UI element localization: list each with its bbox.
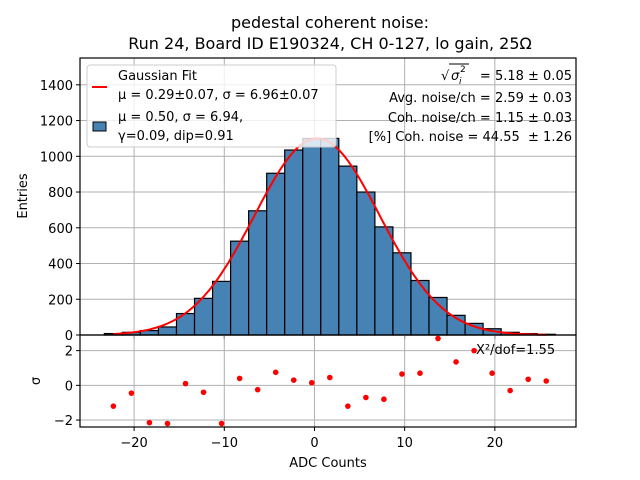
y-tick-label: 800: [48, 186, 73, 201]
residual-point: [489, 370, 495, 376]
residual-x-ticks: −20 −10 0 10 20: [120, 427, 503, 451]
y-tick-label: 400: [48, 258, 73, 273]
histogram-bars: [103, 137, 556, 336]
residual-point: [525, 376, 532, 383]
y-tick-label: −2: [54, 414, 73, 429]
residual-point: [471, 347, 477, 354]
legend-fit-params: μ = 0.29±0.07, σ = 6.96±0.07: [118, 88, 319, 103]
histogram-bar: [248, 210, 268, 336]
y-tick-label: 200: [48, 293, 73, 308]
histogram-bar: [266, 172, 286, 336]
histogram-bar: [410, 279, 430, 336]
y-tick-label: 0: [65, 329, 73, 344]
sqrt-symbol: √: [441, 69, 450, 84]
residual-point: [345, 403, 351, 409]
histogram-bar: [356, 191, 376, 336]
histogram-y-ticks: 0 200 400 600 800 1000 1200 1400: [40, 79, 80, 344]
y-axis-label-entries: Entries: [16, 173, 31, 219]
residual-point: [272, 369, 279, 376]
y-tick-label: 1000: [40, 150, 73, 165]
legend: Gaussian Fit μ = 0.29±0.07, σ = 6.96±0.0…: [86, 64, 337, 148]
noise-annotations: √ σ 2 i = 5.18 ± 0.05 Avg. noise/ch = 2.…: [369, 63, 572, 145]
residual-y-ticks: −2 0 2: [54, 345, 80, 429]
x-tick-label: −20: [120, 436, 147, 451]
residual-point: [128, 390, 135, 396]
residual-point: [200, 389, 207, 396]
x-tick-label: −10: [211, 436, 238, 451]
residual-axes-frame: [79, 334, 577, 428]
y-tick-label: 600: [48, 222, 73, 237]
residual-point: [543, 378, 550, 384]
residual-point: [290, 377, 297, 383]
histogram-bar: [211, 280, 232, 336]
chart-title-line-1: pedestal coherent noise:: [231, 13, 429, 32]
annotation-sigma-value: = 5.18 ± 0.05: [476, 69, 572, 84]
y-tick-label: 2: [65, 345, 73, 360]
residual-point: [218, 420, 225, 427]
histogram-bar: [157, 326, 178, 336]
histogram-bar: [338, 165, 358, 336]
residual-point: [254, 386, 261, 393]
residual-point: [381, 396, 387, 403]
legend-hist-params-line-2: γ=0.09, dip=0.91: [118, 129, 234, 144]
y-tick-label: 1200: [40, 115, 73, 130]
sigma-symbol: σ: [451, 69, 460, 84]
histogram-bar: [302, 137, 322, 336]
residual-point: [164, 420, 171, 427]
legend-box: [86, 64, 337, 148]
residual-point: [507, 387, 513, 394]
residual-point: [435, 335, 441, 342]
x-tick-label: 20: [487, 436, 504, 451]
residual-grid: [80, 335, 576, 427]
residual-point: [327, 374, 333, 381]
residual-point: [110, 403, 117, 409]
residual-point: [182, 380, 189, 387]
annotation-sigma-i: √ σ 2 i = 5.18 ± 0.05: [441, 63, 572, 87]
sigma-subscript: i: [459, 77, 462, 87]
legend-histogram-patch-icon: [92, 121, 107, 132]
residual-point: [308, 379, 315, 386]
y-tick-label: 1400: [40, 79, 73, 94]
legend-hist-params-line-1: μ = 0.50, σ = 6.94,: [118, 110, 243, 125]
histogram-bar: [320, 137, 340, 336]
histogram-bar: [374, 226, 394, 336]
y-tick-label: 0: [65, 379, 73, 394]
residual-point: [146, 419, 153, 426]
legend-fit-label: Gaussian Fit: [118, 69, 197, 84]
residual-point: [236, 375, 243, 382]
residual-point: [417, 370, 423, 376]
residual-point: [399, 371, 405, 377]
x-axis-label: ADC Counts: [289, 456, 367, 471]
residual-point: [453, 359, 459, 365]
histogram-bar: [284, 149, 304, 336]
sigma-superscript: 2: [460, 65, 466, 75]
annotation-coh-noise: Coh. noise/ch = 1.15 ± 0.03: [388, 111, 572, 126]
annotation-coh-noise-percent: [%] Coh. noise = 44.55 ± 1.26: [369, 130, 572, 145]
chi2-annotation: X²/dof=1.55: [476, 343, 555, 358]
x-tick-label: 0: [310, 436, 318, 451]
chart-title-line-2: Run 24, Board ID E190324, CH 0-127, lo g…: [128, 34, 531, 53]
residual-point: [363, 394, 369, 401]
x-tick-label: 10: [396, 436, 413, 451]
y-axis-label-sigma: σ: [29, 377, 44, 385]
residual-points: [110, 335, 550, 427]
annotation-avg-noise: Avg. noise/ch = 2.59 ± 0.03: [389, 91, 572, 106]
